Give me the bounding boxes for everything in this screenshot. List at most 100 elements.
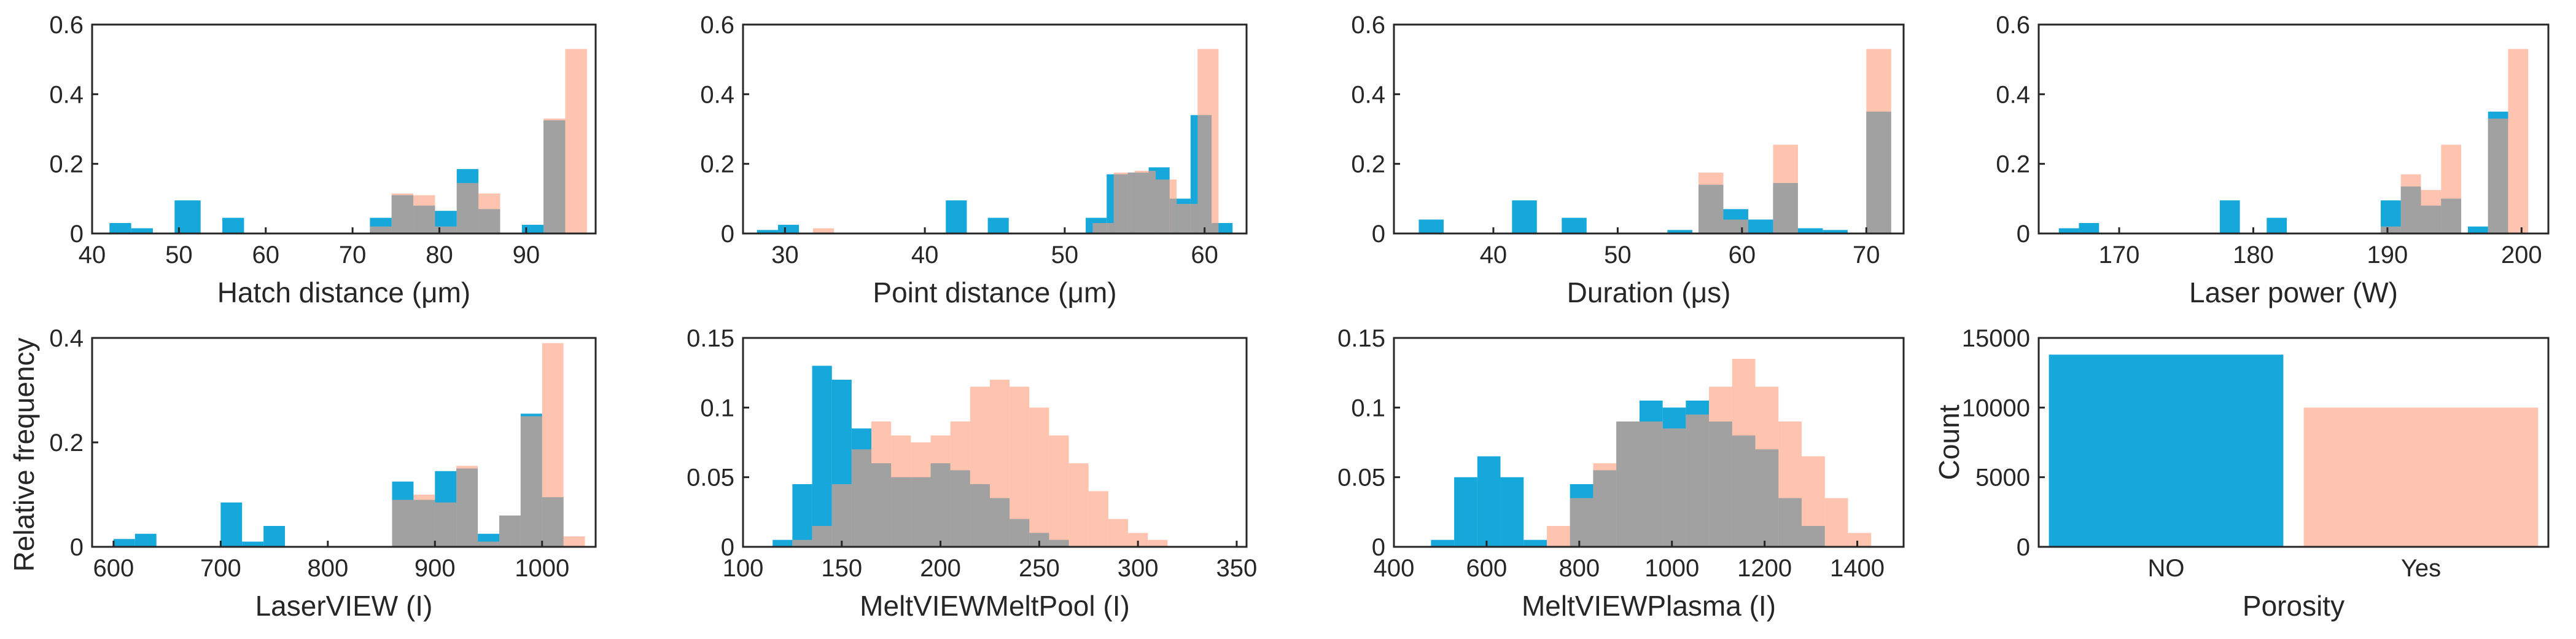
bar-yes [2303,407,2539,547]
bar-yes-4 [1155,179,1177,233]
y-tick-label: 0 [70,534,84,561]
x-tick-label: 150 [821,555,862,582]
y-tick-label: 0.4 [49,325,84,352]
bar-yes-9 [1755,386,1779,547]
x-tick-label: 600 [1466,555,1508,582]
y-tick-label: 0.2 [1996,151,2030,178]
bar-no-0 [757,230,778,233]
bar-no-2 [812,366,832,547]
chart-panel-hatch: 40 50 60 70 80 90 Hatch distance (μm) 0 0.2 0.4 0.… [49,12,597,308]
bar-yes-3 [456,466,478,547]
bar-yes-4 [478,541,499,547]
y-tick-label: 0.2 [1351,151,1385,178]
x-axis-label: Hatch distance (μm) [217,276,471,308]
x-tick-label: 70 [1853,241,1880,269]
x-axis-label: Duration (μs) [1567,276,1731,308]
bar-yes-3 [1134,171,1156,233]
bar-yes-1 [812,526,832,547]
x-axis-label: Point distance (μm) [873,276,1116,308]
x-tick-label: 250 [1019,555,1060,582]
bar-no-2 [220,502,243,547]
bar-yes-1 [1092,223,1114,233]
bar-yes-2 [435,502,457,547]
bar-yes-5 [499,516,521,547]
bar-no-3 [1500,477,1524,547]
x-tick-label: 900 [414,555,456,582]
bar-yes-7 [565,49,587,234]
bar-yes-12 [1029,407,1049,547]
y-tick-label: 0.4 [1996,81,2030,108]
x-axis-label: MeltVIEWMeltPool (I) [860,590,1130,622]
bar-yes-3 [2441,144,2462,233]
x-tick-label: 1400 [1830,555,1885,582]
bar-no-3 [242,541,264,547]
axis-frame [742,23,1248,235]
x-tick-label: 70 [339,241,367,269]
bar-yes-11 [1010,386,1030,547]
axis-frame [1393,23,1905,235]
x-tick-label: 800 [1558,555,1600,582]
y-tick-label: 0 [2017,221,2030,248]
x-tick-label: 600 [93,555,134,582]
y-tick-label: 5000 [1975,465,2030,492]
y-tick-label: 0.05 [687,465,734,492]
x-tick-label: 40 [911,241,939,269]
y-tick-label: 10000 [1962,394,2030,421]
axis-frame [91,23,597,235]
x-tick-label: 40 [1480,241,1508,269]
bar-yes-2 [2421,190,2442,233]
y-tick-label: 0.6 [1996,12,2030,39]
bar-no-2 [2219,200,2240,233]
bar-yes-5 [891,435,911,547]
x-tick-label: 60 [1191,241,1218,269]
y-tick-label: 0.2 [49,151,84,178]
bar-yes-4 [1639,421,1663,547]
series-no [1418,111,1891,233]
series-yes [2380,49,2529,234]
x-tick-label: 1200 [1737,555,1792,582]
series-yes [392,343,585,547]
x-tick-label: 50 [1051,241,1079,269]
bar-no-1 [777,224,800,233]
bar-yes-10 [989,380,1010,547]
chart-panel-duration: 40 50 60 70 Duration (μs) 0 0.2 0.4 0.6 [1351,12,1905,308]
bar-yes-6 [1197,49,1219,234]
x-tick-label: 190 [2367,241,2408,269]
bar-yes-1 [413,495,435,547]
bar-yes-0 [812,228,835,233]
bar-yes-17 [1128,533,1148,547]
axis-frame [2037,23,2550,235]
chart-panel-plasma: 400 600 800 1000 1200 1400 MeltVIEWPlasma (I) 0… [1337,325,1905,622]
bar-yes-0 [370,226,392,233]
y-tick-label: 0 [721,534,734,561]
bar-yes-6 [520,416,542,547]
x-tick-label: NO [2148,555,2185,582]
bar-no-0 [113,539,135,547]
bar-yes-13 [1049,435,1069,547]
bar-no-2 [946,200,967,233]
chart-panel-meltpool: 100 150 200 250 300 350 MeltVIEWMeltPool (I) 0 0… [687,325,1257,622]
x-tick-label: 100 [723,555,764,582]
x-tick-label: 30 [771,241,799,269]
bar-yes-5 [1662,428,1686,547]
bar-yes-6 [911,442,931,547]
x-tick-label: 50 [1604,241,1632,269]
chart-panel-porosity: NO Yes Porosity Count 0 5000 10000 15000 [1933,325,2550,622]
y-tick-label: 0.2 [700,151,734,178]
bar-no-4 [1523,539,1547,547]
x-tick-label: 350 [1216,555,1258,582]
bar-yes-10 [1778,421,1802,547]
bar-no-4 [263,526,286,547]
bar-no-3 [222,218,244,233]
bar-yes-18 [1148,539,1168,547]
bar-no-1 [1454,477,1477,547]
bar-yes-12 [1824,498,1848,547]
y-tick-label: 0.15 [1337,325,1385,352]
x-tick-label: 60 [1729,241,1756,269]
x-tick-label: 1000 [1644,555,1699,582]
bar-no-3 [2267,218,2287,233]
y-tick-label: 0.6 [700,12,734,39]
bar-yes-16 [1108,519,1129,547]
bar-no-1 [792,484,812,547]
